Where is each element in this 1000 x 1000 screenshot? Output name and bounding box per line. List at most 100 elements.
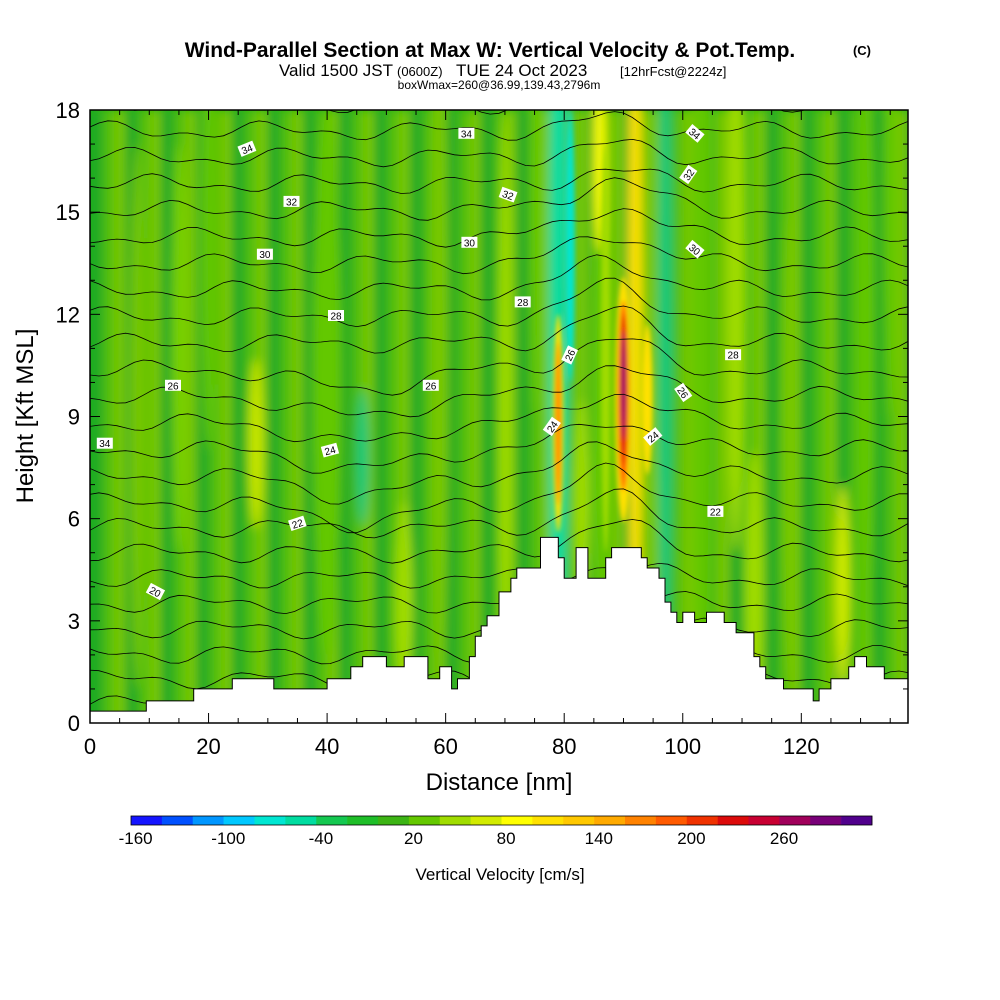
contour-label-box [256, 248, 273, 260]
velocity-patch [782, 212, 797, 689]
contour-label: 24 [542, 416, 561, 437]
contour-label-box [96, 437, 113, 449]
colorbar-title: Vertical Velocity [cm/s] [415, 865, 584, 884]
field-stripe [291, 110, 306, 723]
velocity-patch [171, 144, 187, 553]
field-stripe [338, 110, 353, 723]
x-tick-label: 60 [433, 734, 457, 759]
theta-contour [130, 110, 806, 115]
contour-label-box [674, 382, 693, 403]
colorbar-swatch [717, 816, 749, 825]
contour-label-box [725, 349, 742, 361]
field-stripe [706, 110, 721, 723]
contour-label-box [320, 442, 340, 458]
contour-label-box [283, 195, 300, 207]
plot-area: 3420263430223224282634303228262424263432… [90, 110, 922, 723]
contour-label: 32 [679, 164, 697, 185]
contour-label-text: 30 [464, 238, 476, 249]
x-tick-label: 120 [783, 734, 820, 759]
field-stripe [801, 110, 816, 723]
contour-label-text: 34 [461, 129, 473, 140]
colorbar-swatch [655, 816, 688, 825]
contour-label-box [145, 582, 166, 601]
forecast-tag: [12hrFcst@2224z] [620, 64, 726, 79]
contour-label-text: 20 [147, 585, 162, 600]
colorbar-frame [130, 815, 873, 826]
contour-label-text: 32 [286, 197, 298, 208]
x-tick-label: 100 [664, 734, 701, 759]
x-tick-label: 80 [552, 734, 576, 759]
contour-label: 32 [283, 195, 300, 208]
field-stripe [184, 110, 199, 723]
x-tick-label: 20 [196, 734, 220, 759]
contour-label: 26 [561, 345, 579, 365]
theta-contour [90, 338, 908, 396]
field-stripe [149, 110, 164, 723]
theta-contour [90, 111, 908, 141]
colorbar-swatch [254, 816, 286, 825]
colorbar-swatch [625, 816, 657, 825]
colorbar-tick-label: 80 [497, 829, 516, 848]
field-stripe [101, 110, 116, 723]
velocity-patch [201, 110, 216, 451]
x-axis: 0 20 40 60 80 100 120 [84, 110, 891, 759]
colorbar-swatch [501, 816, 533, 825]
theta-contour [90, 562, 908, 589]
field-stripe [670, 110, 685, 723]
contour-label-text: 28 [330, 312, 342, 323]
contour-label-text: 28 [728, 351, 740, 362]
velocity-patch [430, 110, 449, 723]
theta-contour [90, 208, 908, 248]
colorbar-swatch [408, 816, 441, 825]
y-tick-label: 0 [68, 711, 80, 736]
colorbar-swatch [316, 816, 348, 825]
contour-label-box [685, 239, 705, 259]
colorbar-tick-label: 140 [585, 829, 613, 848]
colorbar-swatch [748, 816, 780, 825]
field-stripe [362, 110, 377, 723]
velocity-patch [836, 484, 850, 689]
velocity-patch [356, 389, 369, 526]
colorbar-swatch [439, 816, 471, 825]
colorbar: -160 -100 -40 20 80 140 200 260 [119, 815, 873, 848]
field-stripe [350, 110, 365, 723]
field-stripe [908, 110, 922, 723]
field-stripe [374, 110, 389, 723]
colorbar-tick-label: 260 [770, 829, 798, 848]
colorbar-swatch [563, 816, 595, 825]
field-stripe [481, 110, 496, 723]
field-stripe [765, 110, 780, 723]
colorbar-tick-label: 200 [677, 829, 705, 848]
copyright-mark: (C) [853, 43, 871, 58]
theta-contour [90, 462, 908, 534]
contour-label: 26 [674, 382, 693, 403]
contour-label: 22 [288, 515, 307, 532]
contour-label-box [422, 379, 439, 391]
contour-label-text: 28 [517, 298, 529, 309]
theta-contour [90, 138, 908, 168]
colorbar-swatch [161, 816, 194, 825]
velocity-patch [312, 110, 342, 655]
colorbar-swatch [470, 816, 502, 825]
contour-label: 30 [256, 248, 273, 261]
y-tick-label: 15 [56, 200, 80, 225]
contour-label-box [561, 345, 579, 365]
theta-contour [90, 423, 908, 474]
contour-label-text: 26 [167, 381, 179, 392]
colorbar-swatch [594, 816, 626, 825]
velocity-patch [691, 110, 710, 723]
contour-label-box [643, 427, 663, 446]
colorbar-tick-label: -160 [119, 829, 153, 848]
colorbar-swatch [810, 816, 842, 825]
colorbar-tick-label: -40 [309, 829, 334, 848]
updraft-core [600, 144, 611, 553]
updraft-cores [552, 110, 653, 553]
colorbar-swatch [131, 816, 163, 825]
contour-label-box [498, 186, 518, 203]
theta-contour [90, 441, 908, 505]
colorbar-tick-label: -100 [211, 829, 245, 848]
y-tick-label: 6 [68, 507, 80, 532]
velocity-patch [528, 110, 541, 417]
field-stripe [267, 110, 282, 723]
contour-label-box [461, 236, 478, 248]
